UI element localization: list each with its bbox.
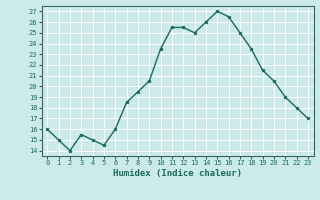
X-axis label: Humidex (Indice chaleur): Humidex (Indice chaleur) (113, 169, 242, 178)
